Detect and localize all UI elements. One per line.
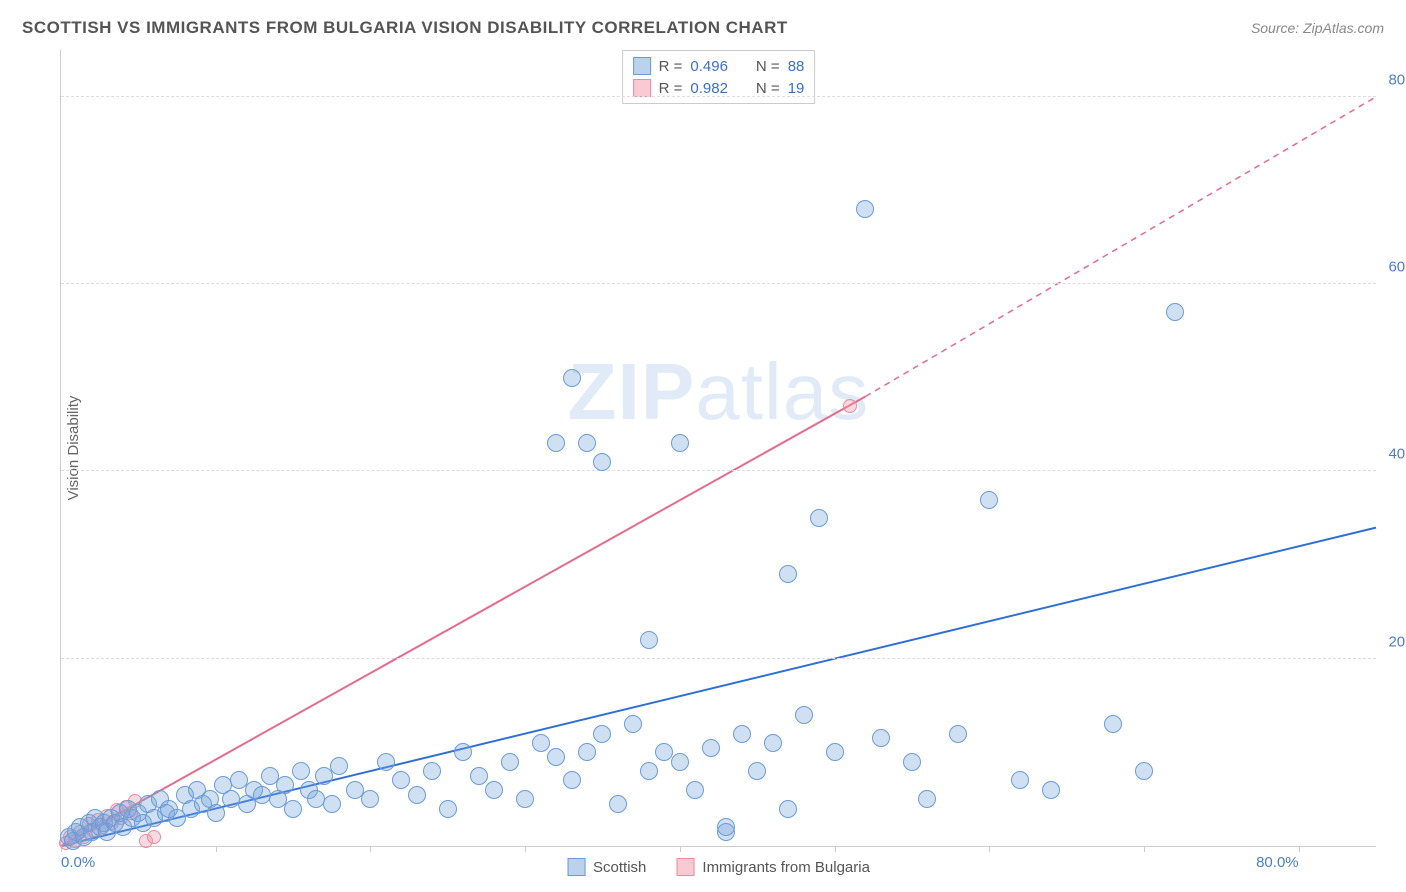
data-point — [547, 748, 565, 766]
data-point — [593, 725, 611, 743]
xtick-mark — [1299, 846, 1300, 852]
stat-n-value: 88 — [788, 58, 805, 75]
data-point — [748, 762, 766, 780]
swatch-icon — [567, 858, 585, 876]
xtick-label: 80.0% — [1256, 854, 1299, 871]
data-point — [470, 767, 488, 785]
data-point — [918, 790, 936, 808]
data-point — [563, 771, 581, 789]
data-point — [578, 434, 596, 452]
stat-r-value: 0.496 — [690, 58, 728, 75]
data-point — [686, 781, 704, 799]
data-point — [516, 790, 534, 808]
legend-item: Immigrants from Bulgaria — [676, 858, 870, 876]
data-point — [843, 399, 857, 413]
legend-label: Immigrants from Bulgaria — [702, 859, 870, 876]
data-point — [207, 804, 225, 822]
data-point — [717, 818, 735, 836]
data-point — [408, 786, 426, 804]
stat-r-label: R = — [659, 80, 683, 97]
bottom-legend: Scottish Immigrants from Bulgaria — [567, 858, 870, 876]
legend-label: Scottish — [593, 859, 646, 876]
stat-n-value: 19 — [788, 80, 805, 97]
data-point — [1042, 781, 1060, 799]
data-point — [547, 434, 565, 452]
data-point — [640, 762, 658, 780]
gridline-h — [61, 283, 1376, 284]
data-point — [810, 509, 828, 527]
data-point — [392, 771, 410, 789]
stat-r-label: R = — [659, 58, 683, 75]
plot-area: ZIPatlas Vision Disability R = 0.496 N =… — [60, 50, 1376, 847]
stat-r-value: 0.982 — [690, 80, 728, 97]
ytick-label: 40.0% — [1388, 446, 1406, 463]
data-point — [147, 830, 161, 844]
trend-lines — [61, 50, 1376, 846]
chart-source: Source: ZipAtlas.com — [1251, 20, 1384, 36]
data-point — [1011, 771, 1029, 789]
data-point — [733, 725, 751, 743]
data-point — [485, 781, 503, 799]
ytick-label: 60.0% — [1388, 259, 1406, 276]
data-point — [1104, 715, 1122, 733]
stats-row: R = 0.496 N = 88 — [633, 55, 805, 77]
data-point — [980, 491, 998, 509]
data-point — [1135, 762, 1153, 780]
legend-item: Scottish — [567, 858, 646, 876]
data-point — [609, 795, 627, 813]
stat-n-label: N = — [756, 80, 780, 97]
data-point — [872, 729, 890, 747]
data-point — [593, 453, 611, 471]
chart-title: SCOTTISH VS IMMIGRANTS FROM BULGARIA VIS… — [22, 18, 788, 38]
data-point — [439, 800, 457, 818]
xtick-label: 0.0% — [61, 854, 95, 871]
data-point — [779, 565, 797, 583]
data-point — [671, 434, 689, 452]
stat-n-label: N = — [756, 58, 780, 75]
xtick-mark — [835, 846, 836, 852]
xtick-mark — [370, 846, 371, 852]
data-point — [330, 757, 348, 775]
data-point — [292, 762, 310, 780]
data-point — [764, 734, 782, 752]
data-point — [702, 739, 720, 757]
data-point — [1166, 303, 1184, 321]
gridline-h — [61, 658, 1376, 659]
data-point — [826, 743, 844, 761]
data-point — [903, 753, 921, 771]
ytick-label: 80.0% — [1388, 71, 1406, 88]
data-point — [578, 743, 596, 761]
data-point — [361, 790, 379, 808]
data-point — [284, 800, 302, 818]
data-point — [795, 706, 813, 724]
xtick-mark — [216, 846, 217, 852]
data-point — [501, 753, 519, 771]
ytick-label: 20.0% — [1388, 633, 1406, 650]
data-point — [856, 200, 874, 218]
data-point — [779, 800, 797, 818]
chart-header: SCOTTISH VS IMMIGRANTS FROM BULGARIA VIS… — [22, 18, 1384, 38]
xtick-mark — [1144, 846, 1145, 852]
data-point — [454, 743, 472, 761]
data-point — [671, 753, 689, 771]
data-point — [377, 753, 395, 771]
data-point — [532, 734, 550, 752]
data-point — [323, 795, 341, 813]
data-point — [640, 631, 658, 649]
gridline-h — [61, 470, 1376, 471]
data-point — [423, 762, 441, 780]
data-point — [563, 369, 581, 387]
swatch-icon — [676, 858, 694, 876]
xtick-mark — [680, 846, 681, 852]
data-point — [276, 776, 294, 794]
data-point — [949, 725, 967, 743]
swatch-icon — [633, 79, 651, 97]
xtick-mark — [989, 846, 990, 852]
data-point — [624, 715, 642, 733]
swatch-icon — [633, 57, 651, 75]
gridline-h — [61, 96, 1376, 97]
xtick-mark — [525, 846, 526, 852]
